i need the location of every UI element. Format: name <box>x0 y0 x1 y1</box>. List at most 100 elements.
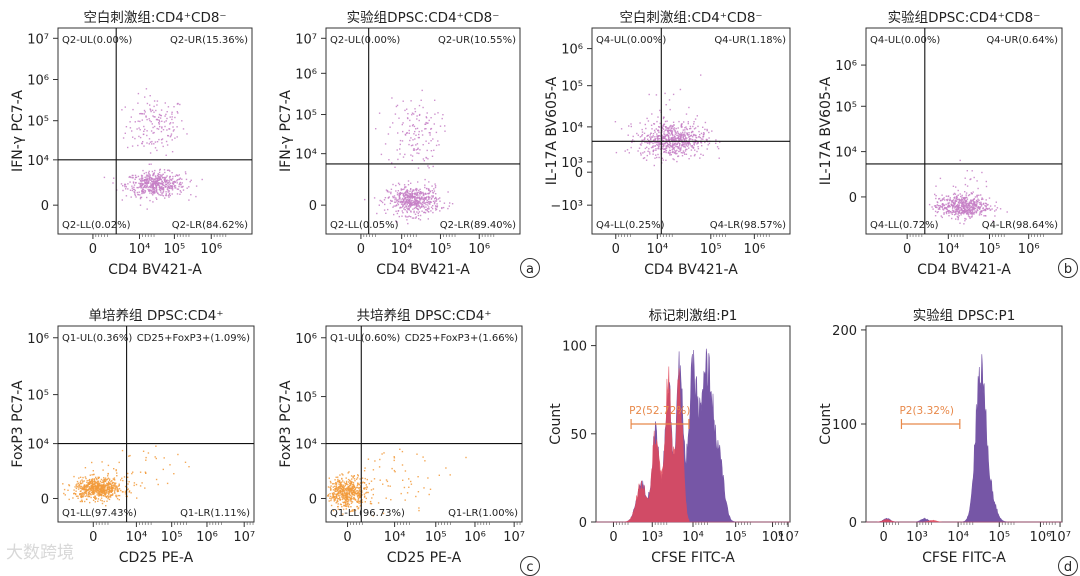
chart-panel-c2: 共培养组 DPSC:CD4⁺0 10⁴ 10⁵ 10⁶ 10⁷010⁴10⁵10⁶CD2… <box>278 308 525 566</box>
scatter-point <box>399 191 401 194</box>
scatter-point <box>347 481 350 483</box>
scatter-point <box>969 213 972 215</box>
scatter-point <box>430 201 432 203</box>
scatter-point <box>692 125 694 128</box>
scatter-point <box>384 197 387 199</box>
quadrant-label-ll: Q2-LL(0.02%) <box>62 220 131 231</box>
y-tick-label: 10⁵ <box>27 389 49 404</box>
scatter-point <box>156 198 158 200</box>
scatter-point <box>162 145 164 148</box>
scatter-point <box>667 131 669 133</box>
quadrant-label-lr: Q2-LR(89.40%) <box>440 220 516 231</box>
scatter-point <box>614 121 617 123</box>
scatter-point <box>680 148 682 150</box>
scatter-point <box>444 130 446 132</box>
scatter-point <box>418 119 420 122</box>
scatter-point <box>332 486 334 488</box>
y-tick-label: 10⁷ <box>27 32 49 47</box>
scatter-point <box>961 205 963 207</box>
scatter-point <box>411 125 414 127</box>
scatter-point <box>651 136 654 138</box>
scatter-point <box>89 492 91 494</box>
scatter-point <box>428 132 430 134</box>
scatter-point <box>127 183 129 185</box>
scatter-point <box>144 111 146 113</box>
scatter-point <box>672 142 674 144</box>
scatter-point <box>692 136 694 138</box>
scatter-point <box>662 144 665 146</box>
scatter-point <box>115 485 117 487</box>
scatter-point <box>936 211 938 214</box>
scatter-point <box>690 155 692 157</box>
scatter-point <box>941 204 943 206</box>
scatter-point <box>702 136 704 138</box>
scatter-point <box>117 488 119 490</box>
scatter-point <box>80 485 83 488</box>
scatter-point <box>415 134 417 136</box>
scatter-point <box>128 490 131 492</box>
scatter-point <box>147 172 150 174</box>
scatter-point <box>143 109 146 112</box>
scatter-point <box>146 183 148 185</box>
y-tick-label: 100 <box>562 340 587 355</box>
scatter-point <box>378 112 381 114</box>
scatter-point <box>701 145 703 147</box>
scatter-point <box>359 505 362 507</box>
scatter-point <box>961 196 963 198</box>
panel-letter-circle <box>520 258 540 278</box>
scatter-point <box>435 144 438 147</box>
scatter-point <box>964 201 966 203</box>
scatter-point <box>127 488 129 490</box>
scatter-point <box>141 113 143 115</box>
scatter-point <box>977 209 979 211</box>
scatter-point <box>141 184 143 186</box>
y-axis-label: FoxP3 PC7-A <box>278 380 294 468</box>
scatter-point <box>409 193 412 195</box>
scatter-point <box>687 145 689 147</box>
scatter-point <box>409 203 411 205</box>
scatter-point <box>975 199 978 202</box>
scatter-point <box>357 501 359 503</box>
scatter-point <box>690 134 693 136</box>
scatter-point <box>672 147 674 149</box>
scatter-point <box>189 181 191 183</box>
scatter-point <box>970 216 972 218</box>
scatter-point <box>84 488 86 490</box>
scatter-point <box>148 190 150 192</box>
scatter-point <box>103 480 106 482</box>
scatter-point <box>83 489 86 491</box>
scatter-point <box>145 456 147 459</box>
scatter-point <box>124 132 126 134</box>
scatter-point <box>394 471 396 473</box>
scatter-point <box>417 191 419 194</box>
scatter-point <box>676 137 678 139</box>
scatter-point <box>967 194 970 197</box>
scatter-point <box>966 185 969 187</box>
scatter-point <box>114 485 116 488</box>
scatter-point <box>168 179 170 182</box>
scatter-point <box>967 211 969 213</box>
scatter-point <box>404 206 406 209</box>
scatter-point <box>104 485 107 487</box>
scatter-point <box>416 152 418 154</box>
scatter-point <box>965 196 967 198</box>
scatter-point <box>352 490 355 493</box>
scatter-point <box>390 191 392 193</box>
scatter-point <box>145 187 147 189</box>
scatter-point <box>678 150 680 153</box>
scatter-point <box>149 95 151 97</box>
scatter-point <box>970 199 972 202</box>
scatter-point <box>934 193 936 196</box>
scatter-point <box>979 208 981 210</box>
scatter-point <box>941 199 943 201</box>
scatter-point <box>107 484 110 486</box>
scatter-point <box>363 496 366 498</box>
scatter-point <box>434 200 436 202</box>
scatter-point <box>413 203 415 206</box>
scatter-point <box>411 112 414 114</box>
scatter-point <box>939 199 942 202</box>
scatter-point <box>161 187 163 190</box>
scatter-point <box>405 201 407 203</box>
scatter-point <box>366 486 368 488</box>
scatter-point <box>672 93 675 96</box>
